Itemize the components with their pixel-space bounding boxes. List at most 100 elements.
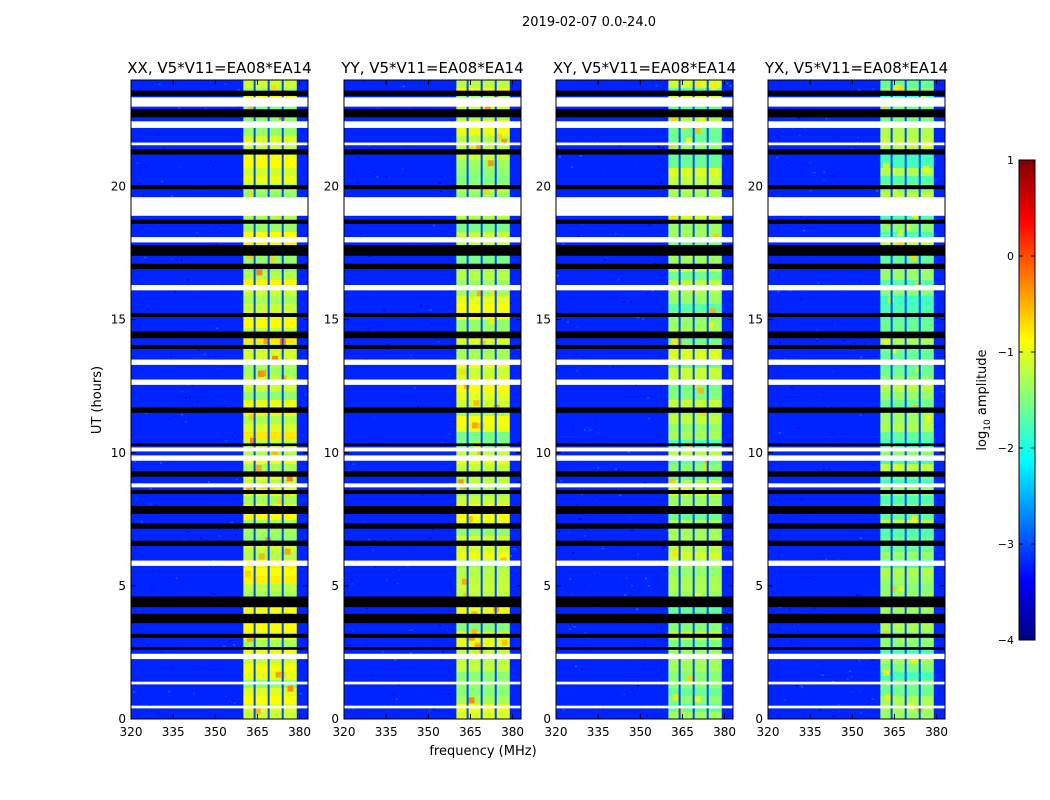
band-segment bbox=[668, 648, 722, 657]
noise-pixel bbox=[860, 356, 863, 358]
band-segment bbox=[668, 576, 722, 585]
band-segment bbox=[880, 136, 934, 145]
band-hotspot bbox=[671, 338, 678, 345]
band-segment bbox=[880, 416, 934, 425]
noise-pixel bbox=[354, 168, 357, 170]
noise-pixel bbox=[800, 498, 803, 500]
noise-pixel bbox=[147, 644, 150, 646]
noise-pixel bbox=[815, 664, 818, 667]
band-segment bbox=[243, 432, 297, 441]
x-tick-label: 320 bbox=[120, 725, 143, 739]
noise-pixel bbox=[351, 630, 354, 632]
noise-pixel bbox=[627, 451, 630, 454]
flag-black-row bbox=[344, 471, 521, 477]
noise-pixel bbox=[385, 578, 388, 581]
band-hotspot bbox=[272, 355, 279, 362]
band-segment bbox=[456, 192, 510, 201]
band-hotspot bbox=[898, 85, 905, 92]
noise-pixel bbox=[386, 343, 389, 346]
flag-black-row bbox=[344, 245, 521, 256]
noise-pixel bbox=[146, 659, 148, 662]
noise-pixel bbox=[225, 695, 228, 698]
noise-pixel bbox=[363, 521, 365, 523]
noise-pixel bbox=[196, 232, 199, 234]
noise-pixel bbox=[442, 643, 445, 646]
noise-pixel bbox=[395, 698, 398, 700]
noise-pixel bbox=[147, 163, 150, 165]
band-hotspot bbox=[698, 116, 705, 123]
noise-pixel bbox=[876, 190, 879, 192]
flag-white-row bbox=[768, 359, 945, 365]
flagged-rows bbox=[344, 90, 521, 709]
noise-pixel bbox=[147, 520, 150, 522]
noise-pixel bbox=[170, 666, 173, 669]
noise-pixel bbox=[380, 325, 383, 328]
y-tick-label: 0 bbox=[755, 712, 763, 726]
band-hotspot bbox=[473, 400, 480, 407]
band-hotspot bbox=[483, 188, 489, 195]
band-segment bbox=[880, 512, 934, 521]
noise-pixel bbox=[823, 552, 826, 554]
band-hotspot bbox=[697, 387, 704, 394]
band-segment bbox=[880, 192, 934, 201]
noise-pixel bbox=[936, 499, 939, 502]
flag-white-row bbox=[768, 483, 945, 488]
band-segment bbox=[880, 696, 934, 705]
panel-frame bbox=[343, 79, 522, 720]
band-segment bbox=[243, 424, 297, 433]
band-segment bbox=[243, 176, 297, 185]
flag-black-row bbox=[131, 344, 308, 349]
noise-pixel bbox=[842, 339, 845, 342]
flag-black-row bbox=[131, 90, 308, 96]
noise-pixel bbox=[813, 269, 816, 271]
noise-pixel bbox=[175, 416, 178, 419]
noise-pixel bbox=[234, 96, 237, 98]
band-hotspot bbox=[707, 321, 714, 328]
band-segment bbox=[243, 448, 297, 457]
noise-pixel bbox=[366, 365, 369, 368]
subband-edge bbox=[890, 80, 893, 719]
flag-black-row bbox=[131, 523, 308, 529]
band-segment bbox=[243, 384, 297, 393]
noise-pixel bbox=[401, 167, 404, 170]
band-segment bbox=[880, 304, 934, 313]
noise-pixel bbox=[421, 494, 424, 496]
band-segment bbox=[456, 256, 510, 265]
panel-title: XX, V5*V11=EA08*EA14 bbox=[127, 59, 311, 77]
panel-yx: YX, V5*V11=EA08*EA14 320 335 350 365 380 0 5 10 1… bbox=[748, 59, 948, 739]
band-hotspot bbox=[254, 708, 261, 715]
band-segment bbox=[243, 664, 297, 673]
noise-pixel bbox=[408, 107, 411, 109]
x-tick-label: 365 bbox=[671, 725, 694, 739]
band-hotspot bbox=[277, 497, 284, 504]
flag-black-row bbox=[768, 185, 945, 190]
band-segment bbox=[456, 496, 510, 505]
noise-pixel bbox=[352, 463, 355, 465]
band-hotspot bbox=[487, 160, 494, 167]
noise-pixel bbox=[358, 415, 361, 418]
noise-pixel bbox=[360, 233, 363, 235]
noise-pixel bbox=[191, 327, 193, 329]
flag-black-row bbox=[768, 490, 945, 495]
noise-pixel bbox=[583, 429, 586, 431]
flag-white-row bbox=[556, 379, 733, 385]
band-hotspot bbox=[466, 516, 473, 523]
noise-pixel bbox=[778, 606, 781, 609]
subband-edge bbox=[281, 80, 284, 719]
flag-black-row bbox=[556, 490, 733, 495]
noise-pixel bbox=[856, 594, 859, 596]
colorbar-tick-label: 0 bbox=[1007, 250, 1014, 263]
flag-black-row bbox=[768, 633, 945, 638]
noise-pixel bbox=[651, 290, 654, 292]
noise-pixel bbox=[578, 460, 581, 462]
noise-pixel bbox=[619, 578, 621, 581]
noise-pixel bbox=[168, 690, 171, 693]
noise-pixel bbox=[871, 659, 874, 661]
noise-pixel bbox=[181, 258, 184, 261]
band-segment bbox=[880, 664, 934, 673]
band-segment bbox=[243, 232, 297, 241]
band-segment bbox=[880, 568, 934, 577]
noise-pixel bbox=[662, 194, 665, 197]
flag-white-row bbox=[768, 455, 945, 461]
x-axis-label: frequency (MHz) bbox=[429, 744, 536, 759]
